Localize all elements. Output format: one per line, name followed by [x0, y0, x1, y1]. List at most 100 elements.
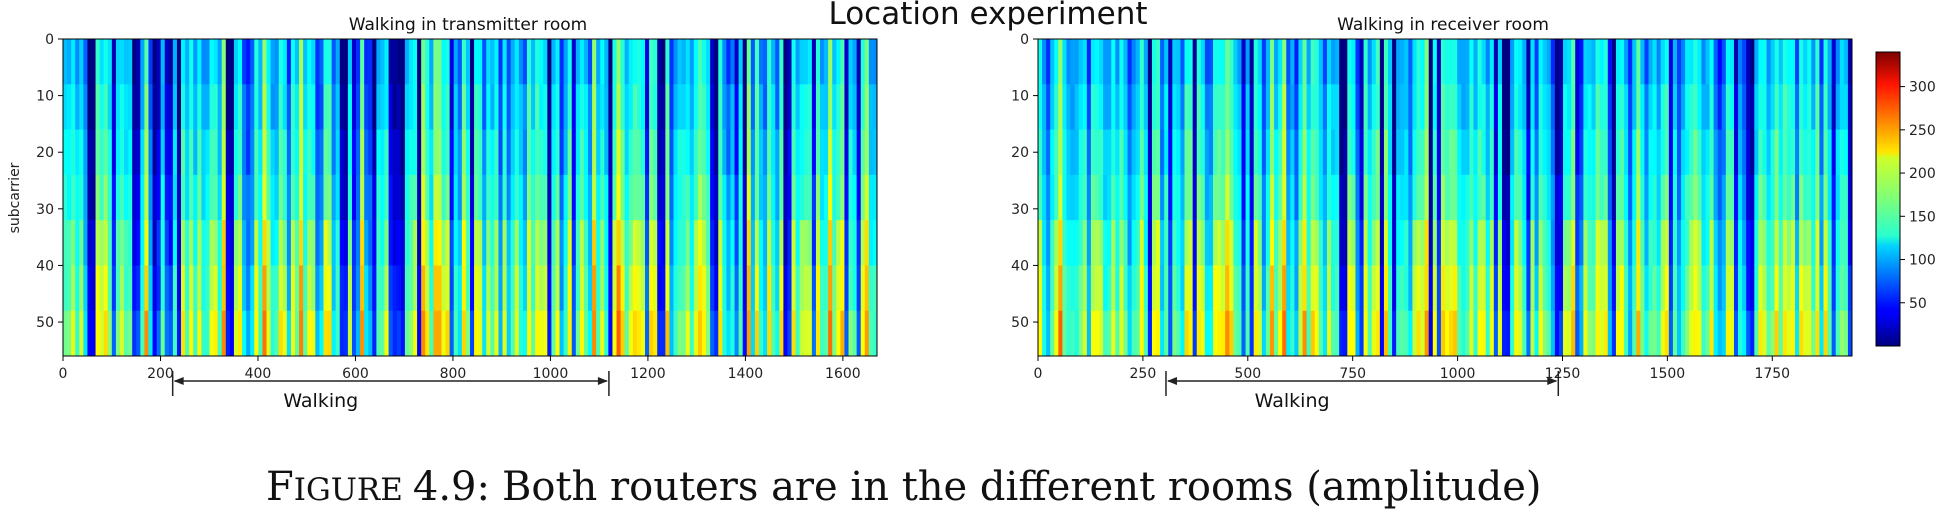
- heatmap-cell: [526, 84, 532, 130]
- heatmap-cell: [665, 39, 670, 85]
- heatmap-cell: [1514, 84, 1519, 130]
- heatmap-cell: [1286, 129, 1291, 176]
- heatmap-cell: [1151, 220, 1157, 266]
- heatmap-cell: [1497, 174, 1503, 221]
- heatmap-cell: [750, 129, 756, 176]
- heatmap-cell: [331, 39, 337, 85]
- heatmap-cell: [787, 310, 792, 357]
- heatmap-cell: [1347, 265, 1352, 312]
- heatmap-cell: [1322, 39, 1328, 85]
- heatmap-cell: [645, 84, 650, 130]
- heatmap-cell: [1217, 265, 1222, 312]
- heatmap-cell: [250, 220, 255, 266]
- heatmap-cell: [1770, 129, 1776, 176]
- heatmap-cell: [1278, 84, 1283, 130]
- heatmap-cell: [1265, 84, 1271, 130]
- heatmap-cell: [400, 174, 406, 221]
- heatmap-cell: [189, 84, 194, 130]
- heatmap-cell: [547, 39, 552, 85]
- heatmap-cell: [860, 39, 866, 85]
- heatmap-cell: [1567, 84, 1572, 130]
- heatmap-receiver-room: Walking in receiver room 0 250 500 750 1000 1…: [1011, 15, 1853, 412]
- heatmap-cell: [1062, 129, 1067, 176]
- heatmap-cell: [1461, 84, 1466, 130]
- heatmap-cell: [1115, 310, 1120, 357]
- heatmap-cell: [718, 39, 723, 85]
- heatmap-cell: [457, 310, 463, 357]
- heatmap-cell: [278, 220, 284, 266]
- heatmap-cell: [1587, 265, 1592, 312]
- heatmap-cell: [1595, 265, 1601, 312]
- heatmap-cell: [547, 174, 552, 221]
- heatmap-cell: [860, 84, 866, 130]
- heatmap-cell: [1697, 220, 1702, 266]
- heatmap-cell: [1424, 84, 1430, 130]
- heatmap-cell: [645, 310, 650, 357]
- heatmap-cell: [1453, 39, 1458, 85]
- heatmap-cell: [1290, 39, 1295, 85]
- heatmap-cell: [767, 310, 772, 357]
- heatmap-cell: [79, 39, 84, 85]
- heatmap-cell: [107, 310, 113, 357]
- heatmap-cell: [286, 310, 292, 357]
- heatmap-cell: [189, 310, 194, 357]
- heatmap-cell: [608, 174, 613, 221]
- heatmap-cell: [1522, 129, 1527, 176]
- heatmap-cell: [1050, 310, 1055, 357]
- arrow-head-right: [597, 377, 608, 385]
- heatmap-cell: [832, 129, 837, 176]
- heatmap-cell: [539, 39, 544, 85]
- heatmap-cell: [1412, 129, 1417, 176]
- heatmap-cell: [1412, 265, 1417, 312]
- heatmap-cell: [1766, 39, 1771, 85]
- heatmap-cell: [327, 39, 333, 85]
- heatmap-cell: [172, 39, 178, 85]
- heatmap-cell: [372, 310, 377, 357]
- heatmap-cell: [441, 174, 446, 221]
- heatmap-cell: [567, 84, 573, 130]
- heatmap-cell: [514, 310, 520, 357]
- colorbar-tick-label: 50: [1909, 296, 1927, 312]
- heatmap-cell: [1819, 310, 1824, 357]
- heatmap-cell: [486, 265, 491, 312]
- heatmap-cell: [1697, 129, 1702, 176]
- heatmap-cell: [1725, 39, 1731, 85]
- heatmap-cell: [1449, 39, 1454, 85]
- heatmap-cell: [1074, 220, 1080, 266]
- heatmap-cell: [242, 39, 247, 85]
- heatmap-cell: [1335, 174, 1340, 221]
- heatmap-cell: [811, 265, 817, 312]
- heatmap-cell: [1485, 39, 1491, 85]
- heatmap-cell: [799, 220, 805, 266]
- heatmap-cell: [864, 220, 870, 266]
- heatmap-cell: [1725, 310, 1731, 357]
- heatmap-cell: [1151, 310, 1157, 357]
- heatmap-cell: [1237, 310, 1242, 357]
- heatmap-cell: [783, 310, 788, 357]
- heatmap-cell: [1514, 174, 1519, 221]
- heatmap-cell: [71, 129, 76, 176]
- heatmap-cell: [408, 129, 414, 176]
- heatmap-cell: [95, 220, 101, 266]
- heatmap-cell: [1550, 84, 1556, 130]
- heatmap-cell: [1176, 129, 1181, 176]
- heatmap-cell: [303, 174, 308, 221]
- colorbar-tick-label: 200: [1909, 166, 1936, 182]
- heatmap-cell: [1196, 129, 1202, 176]
- heatmap-cell: [91, 174, 96, 221]
- heatmap-cell: [1518, 174, 1523, 221]
- heatmap-cell: [1396, 39, 1401, 85]
- heatmap-cell: [1701, 310, 1706, 357]
- heatmap-cell: [779, 84, 784, 130]
- heatmap-cell: [1815, 220, 1820, 266]
- heatmap-cell: [742, 39, 748, 85]
- heatmap-cell: [1168, 174, 1173, 221]
- heatmap-cell: [307, 174, 312, 221]
- heatmap-cell: [189, 174, 194, 221]
- heatmap-cell: [111, 310, 117, 357]
- heatmap-cell: [1693, 265, 1698, 312]
- heatmap-cell: [1839, 174, 1845, 221]
- heatmap-cell: [91, 265, 96, 312]
- heatmap-cell: [1335, 84, 1340, 130]
- heatmap-cell: [1514, 39, 1519, 85]
